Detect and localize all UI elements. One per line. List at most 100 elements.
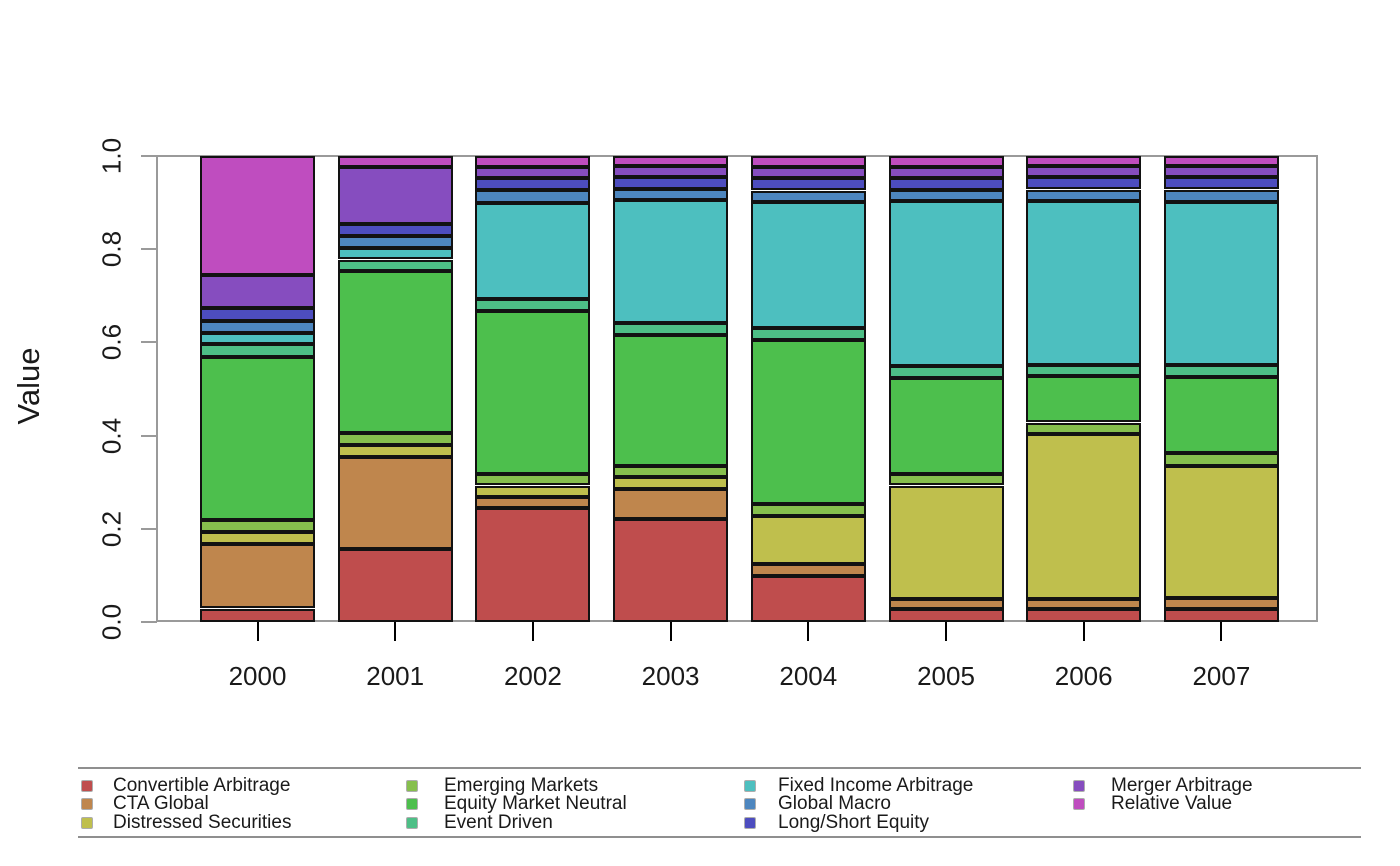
bar-segment bbox=[1163, 202, 1279, 366]
bar-segment bbox=[1026, 434, 1142, 599]
bar-segment bbox=[337, 549, 453, 622]
bar-segment bbox=[200, 308, 315, 321]
legend-divider-top bbox=[78, 767, 1361, 769]
bar-segment bbox=[1163, 377, 1279, 454]
y-tick bbox=[141, 434, 157, 437]
x-tick-label: 2004 bbox=[779, 661, 838, 691]
x-tick bbox=[1220, 622, 1223, 641]
bar-segment bbox=[888, 609, 1004, 622]
bar-2002 bbox=[475, 156, 591, 622]
bar-segment bbox=[750, 156, 866, 167]
bar-segment bbox=[1163, 365, 1279, 378]
bar-segment bbox=[1026, 376, 1142, 423]
legend-label: Convertible Arbitrage bbox=[113, 774, 291, 796]
bar-segment bbox=[888, 365, 1004, 378]
bar-segment bbox=[750, 339, 866, 505]
bar-segment bbox=[613, 488, 729, 519]
y-tick-label: 1.0 bbox=[96, 137, 127, 175]
bar-segment bbox=[1163, 177, 1279, 190]
bar-segment bbox=[1026, 189, 1142, 201]
y-tick-label: 0.4 bbox=[96, 417, 127, 454]
bar-segment bbox=[1026, 156, 1142, 167]
bar-segment bbox=[1026, 177, 1142, 190]
x-tick bbox=[945, 622, 947, 641]
bar-segment bbox=[888, 166, 1004, 178]
x-tick bbox=[807, 622, 810, 641]
bar-segment bbox=[1026, 166, 1142, 178]
bar-segment bbox=[888, 473, 1004, 486]
y-axis-title: Value bbox=[11, 347, 46, 425]
bar-segment bbox=[888, 156, 1004, 167]
bar-segment bbox=[750, 166, 866, 178]
bar-segment bbox=[200, 321, 315, 334]
bar-segment bbox=[475, 508, 591, 622]
bar-2001 bbox=[337, 156, 453, 622]
legend-label: Event Driven bbox=[444, 811, 553, 833]
bar-segment bbox=[337, 156, 453, 167]
bar-segment bbox=[1163, 465, 1279, 598]
x-tick-label: 2000 bbox=[228, 661, 287, 691]
y-tick bbox=[141, 248, 157, 251]
legend-swatch bbox=[81, 816, 93, 829]
bar-segment bbox=[888, 485, 1004, 599]
bar-segment bbox=[337, 259, 453, 272]
bar-segment bbox=[750, 190, 866, 203]
legend-label: Equity Market Neutral bbox=[444, 793, 627, 814]
bar-segment bbox=[750, 564, 866, 576]
bar-2000 bbox=[200, 156, 315, 622]
bar-segment bbox=[337, 271, 453, 433]
bar-segment bbox=[888, 377, 1004, 474]
legend-swatch bbox=[406, 816, 418, 829]
legend-swatch bbox=[1073, 798, 1085, 810]
x-tick bbox=[256, 622, 259, 641]
legend-label: CTA Global bbox=[113, 793, 209, 814]
legend-divider-bottom bbox=[78, 836, 1361, 838]
x-tick-label: 2001 bbox=[366, 661, 425, 691]
y-tick bbox=[141, 341, 157, 344]
legend-swatch bbox=[744, 779, 756, 792]
bar-segment bbox=[613, 188, 729, 201]
x-tick-label: 2007 bbox=[1192, 661, 1251, 691]
legend-swatch bbox=[744, 816, 756, 829]
bar-segment bbox=[613, 465, 729, 478]
bar-segment bbox=[750, 575, 866, 622]
bar-segment bbox=[1163, 156, 1279, 167]
bar-segment bbox=[1026, 598, 1142, 609]
bar-segment bbox=[475, 473, 591, 486]
bar-segment bbox=[1026, 365, 1142, 377]
bar-segment bbox=[475, 156, 591, 167]
bar-segment bbox=[475, 310, 591, 474]
legend-label: Global Macro bbox=[778, 793, 891, 814]
bar-segment bbox=[888, 190, 1004, 202]
bar-segment bbox=[200, 608, 315, 622]
bar-segment bbox=[475, 298, 591, 311]
bar-segment bbox=[750, 202, 866, 329]
legend-swatch bbox=[406, 798, 418, 810]
bar-segment bbox=[337, 223, 453, 237]
bar-segment bbox=[337, 445, 453, 458]
y-tick-label: 0.8 bbox=[96, 231, 127, 268]
legend-label: Merger Arbitrage bbox=[1111, 774, 1253, 796]
y-tick-label: 0.0 bbox=[96, 603, 127, 641]
bar-segment bbox=[337, 236, 453, 248]
x-tick-label: 2002 bbox=[503, 661, 562, 691]
legend-label: Distressed Securities bbox=[113, 811, 292, 833]
bar-2003 bbox=[613, 156, 729, 622]
bar-segment bbox=[1163, 609, 1279, 622]
plot-frame bbox=[156, 155, 1318, 622]
bar-segment bbox=[200, 356, 315, 520]
bar-segment bbox=[200, 156, 315, 276]
legend-label: Long/Short Equity bbox=[778, 811, 930, 833]
bar-segment bbox=[613, 166, 729, 177]
bar-segment bbox=[1163, 453, 1279, 466]
bar-segment bbox=[1163, 597, 1279, 609]
y-tick bbox=[141, 527, 157, 530]
y-tick bbox=[141, 155, 157, 157]
y-tick-label: 0.2 bbox=[96, 510, 127, 547]
bar-segment bbox=[337, 432, 453, 446]
bar-segment bbox=[613, 177, 729, 189]
bar-segment bbox=[613, 200, 729, 324]
bar-segment bbox=[1026, 422, 1142, 435]
bar-segment bbox=[1163, 166, 1279, 178]
